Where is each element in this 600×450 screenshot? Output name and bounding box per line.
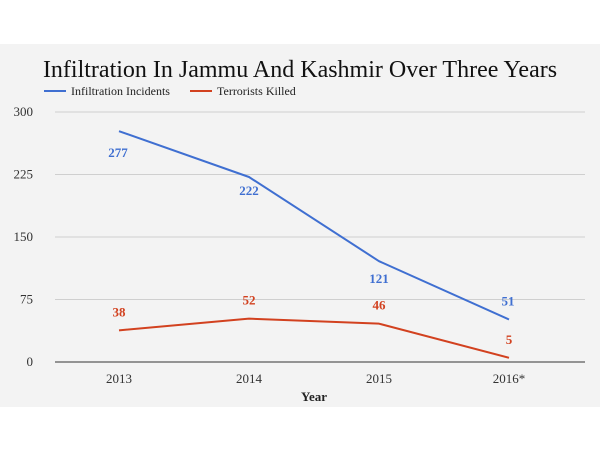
data-label: 51 <box>502 294 515 309</box>
data-label: 5 <box>506 332 513 347</box>
data-labels: 277 222 121 51 38 52 46 5 <box>108 145 514 347</box>
x-tick-label: 2014 <box>236 371 263 386</box>
x-axis-ticks: 2013 2014 2015 2016* <box>106 371 525 386</box>
y-tick-label: 150 <box>14 229 34 244</box>
data-label: 52 <box>243 293 256 308</box>
data-label: 222 <box>239 183 259 198</box>
data-label: 121 <box>369 271 389 286</box>
series-line-terrorists-killed <box>118 317 510 359</box>
y-axis-ticks: 0 75 150 225 300 <box>14 104 34 369</box>
x-tick-label: 2013 <box>106 371 132 386</box>
x-axis-label: Year <box>301 389 327 404</box>
legend-label-terrorists-killed: Terrorists Killed <box>217 84 296 98</box>
gridlines <box>55 111 585 363</box>
legend: Infiltration Incidents Terrorists Killed <box>44 84 296 98</box>
x-tick-label: 2016* <box>493 371 526 386</box>
data-label: 38 <box>113 304 127 319</box>
line-chart: Infiltration In Jammu And Kashmir Over T… <box>14 57 585 404</box>
y-tick-label: 225 <box>14 167 34 182</box>
y-tick-label: 75 <box>20 292 33 307</box>
series-line-infiltration-incidents <box>118 130 510 321</box>
data-label: 277 <box>108 145 128 160</box>
x-tick-label: 2015 <box>366 371 392 386</box>
data-label: 46 <box>373 298 387 313</box>
chart-title: Infiltration In Jammu And Kashmir Over T… <box>43 57 557 83</box>
series-lines <box>118 130 510 359</box>
legend-label-infiltration-incidents: Infiltration Incidents <box>71 84 170 98</box>
chart-panel: Infiltration In Jammu And Kashmir Over T… <box>0 44 600 407</box>
y-tick-label: 0 <box>27 354 34 369</box>
y-tick-label: 300 <box>14 104 34 119</box>
